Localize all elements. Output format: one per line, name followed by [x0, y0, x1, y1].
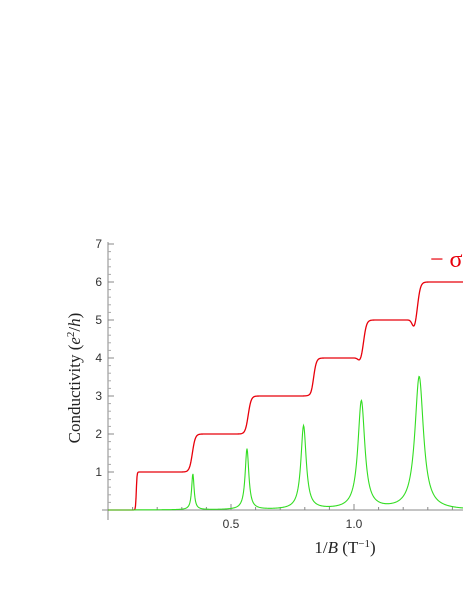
- series-green-line: [108, 375, 463, 511]
- y-tick-label: 5: [95, 313, 102, 327]
- y-tick-label: 2: [95, 427, 102, 441]
- x-tick-label: 1.0: [346, 517, 363, 531]
- series-red-line: [108, 281, 463, 511]
- y-tick-label: 4: [95, 351, 102, 365]
- y-tick-label: 1: [95, 465, 102, 479]
- y-tick-label: 3: [95, 389, 102, 403]
- y-tick-label: 6: [95, 275, 102, 289]
- x-tick-label: 0.5: [223, 517, 240, 531]
- y-axis-title: Conductivity (e2/h): [65, 313, 84, 444]
- legend-label: − σ: [430, 247, 463, 273]
- series-green: [108, 375, 463, 511]
- series-red: [108, 281, 463, 511]
- y-tick-label: 7: [95, 237, 102, 251]
- x-axis-title: 1/B (T−1): [314, 538, 375, 557]
